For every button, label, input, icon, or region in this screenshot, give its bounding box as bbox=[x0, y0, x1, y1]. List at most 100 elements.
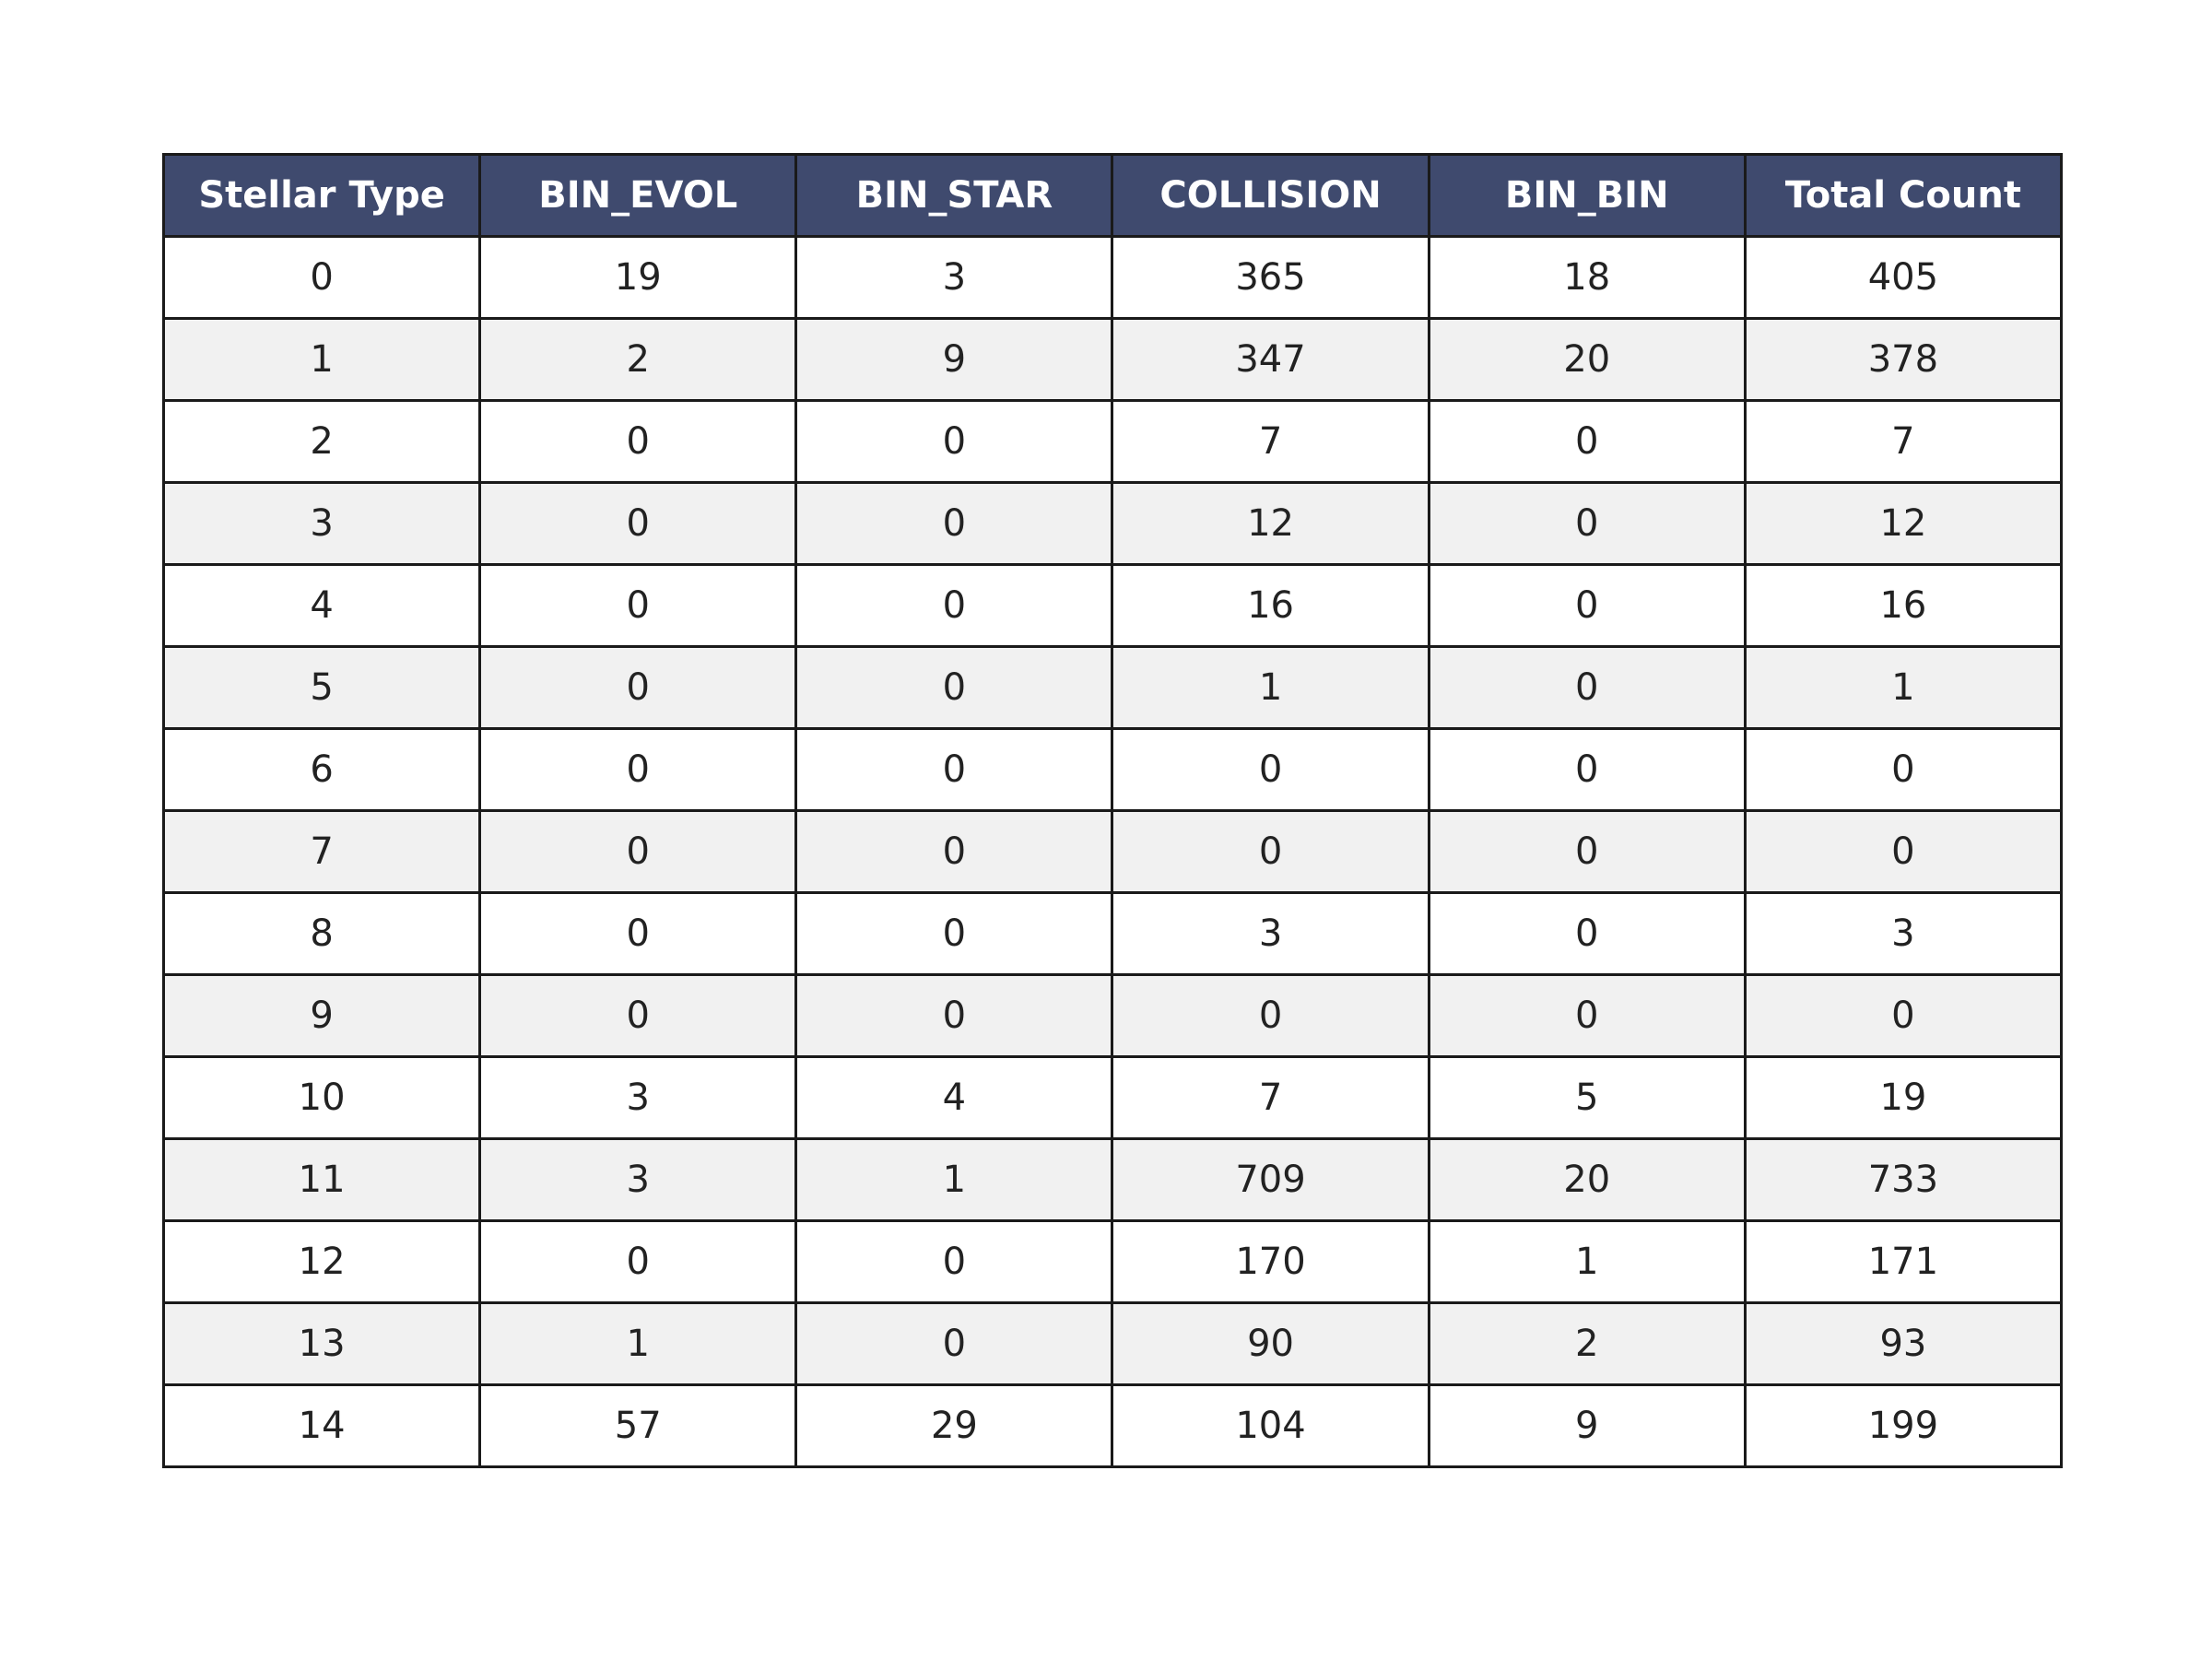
table-cell: 171 bbox=[1743, 1219, 2064, 1304]
table-cell: 0 bbox=[478, 973, 798, 1058]
table-cell: 19 bbox=[1743, 1055, 2064, 1140]
table-cell: 0 bbox=[478, 891, 798, 976]
table-cell: 0 bbox=[1111, 727, 1430, 812]
table-cell: 170 bbox=[1111, 1219, 1430, 1304]
table-cell: 0 bbox=[794, 563, 1114, 648]
table-row: 3 0 0 12 0 12 bbox=[161, 481, 2064, 566]
table-cell: 199 bbox=[1743, 1383, 2064, 1468]
data-table: Stellar Type BIN_EVOL BIN_STAR COLLISION BIN… bbox=[161, 153, 2064, 1468]
header-row: Stellar Type BIN_EVOL BIN_STAR COLLISION BIN… bbox=[161, 153, 2064, 238]
table-cell: 9 bbox=[161, 973, 482, 1058]
table-cell: 7 bbox=[161, 809, 482, 894]
table-cell: 8 bbox=[161, 891, 482, 976]
table-cell: 2 bbox=[478, 317, 798, 402]
table-cell: 3 bbox=[478, 1055, 798, 1140]
table-cell: 0 bbox=[794, 973, 1114, 1058]
table-cell: 0 bbox=[1427, 973, 1747, 1058]
table-cell: 0 bbox=[1427, 399, 1747, 484]
table-cell: 0 bbox=[1427, 563, 1747, 648]
table-cell: 0 bbox=[794, 399, 1114, 484]
table-cell: 0 bbox=[794, 645, 1114, 730]
column-header: COLLISION bbox=[1111, 153, 1430, 238]
table-cell: 0 bbox=[1743, 809, 2064, 894]
table-cell: 12 bbox=[1111, 481, 1430, 566]
table-cell: 733 bbox=[1743, 1137, 2064, 1222]
table-row: 14 57 29 104 9 199 bbox=[161, 1383, 2064, 1468]
column-header: Total Count bbox=[1743, 153, 2064, 238]
table-cell: 5 bbox=[161, 645, 482, 730]
table-cell: 2 bbox=[1427, 1301, 1747, 1386]
table-cell: 93 bbox=[1743, 1301, 2064, 1386]
table-cell: 0 bbox=[478, 727, 798, 812]
table-row: 0 19 3 365 18 405 bbox=[161, 235, 2064, 320]
table-cell: 11 bbox=[161, 1137, 482, 1222]
table-cell: 0 bbox=[478, 809, 798, 894]
table-row: 1 2 9 347 20 378 bbox=[161, 317, 2064, 402]
table-cell: 365 bbox=[1111, 235, 1430, 320]
table-cell: 0 bbox=[478, 399, 798, 484]
table-cell: 4 bbox=[794, 1055, 1114, 1140]
table-cell: 19 bbox=[478, 235, 798, 320]
table-cell: 0 bbox=[1427, 809, 1747, 894]
table-cell: 7 bbox=[1111, 1055, 1430, 1140]
table-cell: 0 bbox=[1743, 973, 2064, 1058]
table-cell: 14 bbox=[161, 1383, 482, 1468]
table-cell: 709 bbox=[1111, 1137, 1430, 1222]
table-row: 4 0 0 16 0 16 bbox=[161, 563, 2064, 648]
table-cell: 3 bbox=[478, 1137, 798, 1222]
table-cell: 1 bbox=[161, 317, 482, 402]
table-cell: 7 bbox=[1111, 399, 1430, 484]
table-cell: 0 bbox=[794, 1219, 1114, 1304]
table-cell: 90 bbox=[1111, 1301, 1430, 1386]
table-cell: 0 bbox=[1427, 891, 1747, 976]
table-cell: 0 bbox=[1111, 973, 1430, 1058]
table-row: 11 3 1 709 20 733 bbox=[161, 1137, 2064, 1222]
table-cell: 0 bbox=[1427, 481, 1747, 566]
table-cell: 0 bbox=[161, 235, 482, 320]
table-cell: 10 bbox=[161, 1055, 482, 1140]
table-cell: 0 bbox=[794, 727, 1114, 812]
table-cell: 378 bbox=[1743, 317, 2064, 402]
table-cell: 12 bbox=[161, 1219, 482, 1304]
table-cell: 0 bbox=[1111, 809, 1430, 894]
table-cell: 104 bbox=[1111, 1383, 1430, 1468]
table-cell: 405 bbox=[1743, 235, 2064, 320]
table-cell: 0 bbox=[794, 809, 1114, 894]
table-row: 13 1 0 90 2 93 bbox=[161, 1301, 2064, 1386]
table-cell: 0 bbox=[1427, 727, 1747, 812]
table-cell: 0 bbox=[794, 481, 1114, 566]
table-cell: 9 bbox=[794, 317, 1114, 402]
table-cell: 1 bbox=[794, 1137, 1114, 1222]
column-header: BIN_STAR bbox=[794, 153, 1114, 238]
table-cell: 12 bbox=[1743, 481, 2064, 566]
table-cell: 4 bbox=[161, 563, 482, 648]
table-cell: 7 bbox=[1743, 399, 2064, 484]
table-cell: 3 bbox=[1743, 891, 2064, 976]
table-cell: 1 bbox=[478, 1301, 798, 1386]
table-cell: 0 bbox=[794, 891, 1114, 976]
table-cell: 9 bbox=[1427, 1383, 1747, 1468]
table-cell: 0 bbox=[478, 563, 798, 648]
table-cell: 0 bbox=[1427, 645, 1747, 730]
table-cell: 347 bbox=[1111, 317, 1430, 402]
table-cell: 2 bbox=[161, 399, 482, 484]
table-row: 12 0 0 170 1 171 bbox=[161, 1219, 2064, 1304]
table-cell: 1 bbox=[1427, 1219, 1747, 1304]
table-header: Stellar Type BIN_EVOL BIN_STAR COLLISION BIN… bbox=[161, 153, 2064, 238]
table-body: 0 19 3 365 18 405 1 2 9 347 20 378 2 0 0 7 0 7 3 0 0 12 0 12 4 0 0… bbox=[161, 235, 2064, 1468]
table-cell: 18 bbox=[1427, 235, 1747, 320]
table-cell: 3 bbox=[794, 235, 1114, 320]
table-cell: 5 bbox=[1427, 1055, 1747, 1140]
table-cell: 20 bbox=[1427, 317, 1747, 402]
table-row: 10 3 4 7 5 19 bbox=[161, 1055, 2064, 1140]
table-cell: 3 bbox=[161, 481, 482, 566]
table-cell: 0 bbox=[1743, 727, 2064, 812]
table-cell: 0 bbox=[478, 1219, 798, 1304]
table-cell: 29 bbox=[794, 1383, 1114, 1468]
table-cell: 13 bbox=[161, 1301, 482, 1386]
